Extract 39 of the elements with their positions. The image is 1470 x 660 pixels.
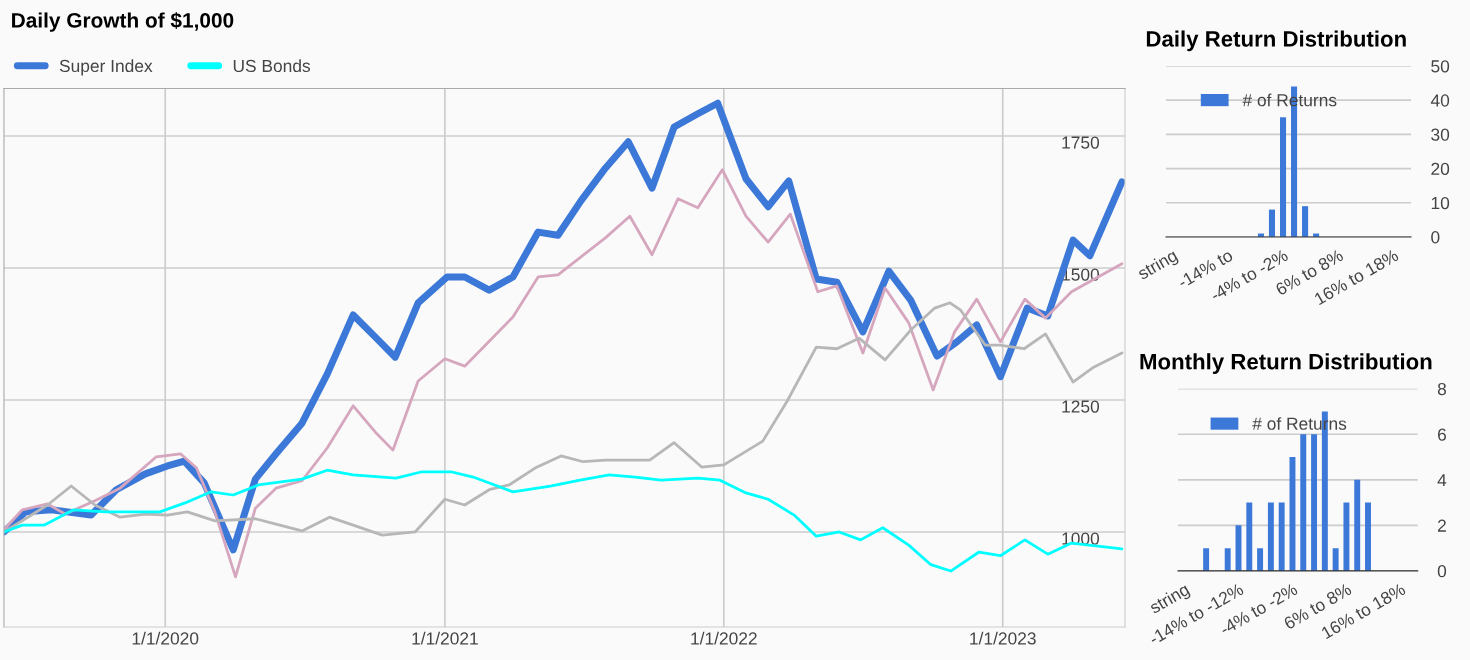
bar [1267, 502, 1274, 571]
bar [1343, 502, 1350, 571]
y-tick-label: 0 [1431, 231, 1440, 244]
legend-label: Super Index [59, 59, 153, 76]
bar [1278, 502, 1285, 571]
bar [1268, 209, 1276, 237]
y-tick-label: 0 [1437, 565, 1447, 578]
bar [1332, 548, 1339, 571]
chart-title: Daily Growth of $1,000 [12, 12, 234, 32]
bar [1224, 548, 1231, 571]
bar [1302, 206, 1309, 237]
x-tick-label: 1/1/2021 [412, 631, 478, 645]
y-tick-label: 40 [1430, 94, 1450, 107]
bar [1203, 548, 1210, 571]
chart-title: Monthly Return Distribution [1140, 353, 1432, 374]
y-tick-label: 6 [1437, 428, 1446, 441]
x-tick-label: 1/1/2023 [970, 631, 1036, 645]
x-tick-label: string [1136, 248, 1180, 284]
y-tick-label: 50 [1431, 60, 1450, 73]
bar [1354, 479, 1361, 571]
y-tick-label: 30 [1431, 128, 1450, 141]
x-tick-label: 1/1/2022 [691, 631, 757, 645]
bar [1279, 117, 1287, 237]
bar [1257, 548, 1264, 571]
bar [1300, 434, 1307, 571]
chart-title: Daily Return Distribution [1146, 30, 1406, 52]
legend-label: US Bonds [233, 59, 311, 73]
y-tick-label: 10 [1431, 196, 1450, 210]
y-tick-label: 20 [1431, 162, 1450, 176]
bar [1246, 502, 1253, 571]
x-tick-label: 1/1/2020 [132, 631, 199, 645]
bar [1311, 434, 1318, 571]
y-tick-label: 1250 [1062, 400, 1100, 413]
y-tick-label: 8 [1437, 382, 1447, 396]
y-tick-label: 4 [1437, 474, 1447, 487]
y-tick-label: 2 [1437, 519, 1446, 532]
bar [1365, 502, 1371, 571]
bar [1289, 457, 1296, 571]
y-tick-label: 1750 [1062, 136, 1100, 149]
